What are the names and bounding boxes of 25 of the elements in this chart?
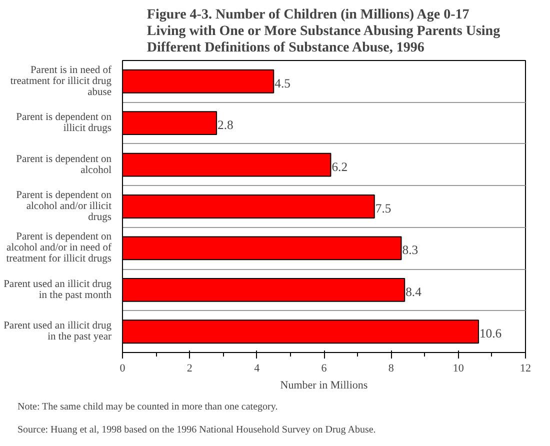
data-label: 6.2 bbox=[332, 160, 348, 174]
x-tick-label: 8 bbox=[388, 362, 394, 374]
data-label: 8.3 bbox=[402, 243, 418, 258]
text: Note: The same child may be counted in more than one category. bbox=[18, 402, 278, 412]
x-tick-label: 0 bbox=[120, 362, 126, 374]
data-label: 8.4 bbox=[406, 284, 422, 299]
data-label: 4.5 bbox=[274, 76, 290, 90]
x-tick-label: 10 bbox=[452, 362, 464, 374]
x-tick-label: 2 bbox=[186, 362, 192, 374]
data-label: 2.8 bbox=[218, 118, 234, 132]
x-axis-title: Number in Millions bbox=[280, 380, 368, 392]
chart-title: Figure 4-3. Number of Children (in Millions) Age 0-17 Living with One or More Substance Abusing Parents Using Different Definitions of Substance Abuse, 1996 bbox=[146, 8, 500, 56]
source-note: Source: Huang et al, 1998 based on the 1996 National Household Survey on Drug Abuse. bbox=[18, 424, 376, 436]
x-tick-label: 12 bbox=[520, 362, 531, 374]
data-label: 10.6 bbox=[479, 326, 502, 341]
y-tick-label: Parent used an illicit drug in the past month bbox=[4, 278, 112, 301]
x-tick-label: 6 bbox=[321, 362, 328, 374]
y-tick-label: Parent is in need of treatment for illicit drug abuse bbox=[10, 64, 112, 98]
data-label: 7.5 bbox=[375, 202, 392, 216]
x-tick-label: 4 bbox=[254, 362, 260, 374]
y-tick-label: Parent is dependent on alcohol and/or illicit drugs bbox=[16, 190, 112, 223]
y-tick-label: Parent used an illicit drug in the past year bbox=[4, 320, 112, 343]
y-tick-label: Parent is dependent on alcohol bbox=[16, 154, 112, 176]
y-tick-label: Parent is dependent on illicit drugs bbox=[16, 112, 112, 134]
y-tick-label: Parent is dependent on alcohol and/or in need of treatment for illicit drugs bbox=[6, 232, 112, 265]
